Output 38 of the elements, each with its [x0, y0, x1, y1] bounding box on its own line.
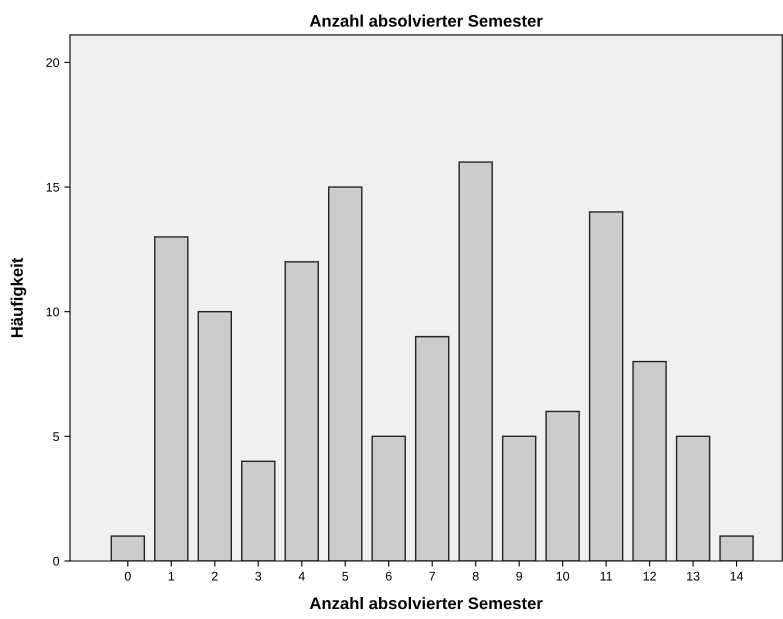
bar	[676, 436, 710, 561]
bar	[632, 360, 667, 561]
x-tick-label: 12	[644, 572, 656, 580]
x-tick-label: 4	[298, 572, 305, 580]
x-tick-label: 5	[342, 572, 348, 581]
bar	[110, 535, 146, 561]
x-axis-title: Anzahl absolvierter Semester	[310, 596, 543, 610]
bar	[502, 436, 536, 561]
x-tick-label: 14	[730, 572, 744, 580]
y-tick-label: 10	[46, 308, 60, 316]
y-axis-title: Häufigkeit	[10, 258, 26, 338]
bar	[545, 410, 580, 561]
y-tick-label: 0	[53, 556, 60, 566]
bar	[588, 211, 624, 561]
x-tick-label: 7	[429, 572, 436, 580]
bar	[241, 460, 276, 561]
bar	[719, 535, 754, 561]
y-tick-label: 15	[46, 182, 60, 192]
y-tick-label: 20	[46, 58, 60, 68]
x-tick-label: 0	[124, 572, 131, 581]
x-tick-label: 2	[212, 572, 218, 580]
bar	[371, 436, 406, 561]
x-tick-label: 8	[472, 572, 479, 581]
bar	[458, 161, 493, 561]
bar	[284, 261, 319, 561]
bar	[414, 336, 450, 561]
x-tick-label: 3	[255, 572, 262, 581]
bar	[198, 311, 232, 561]
x-tick-label: 11	[600, 572, 612, 580]
x-tick-label: 10	[556, 572, 570, 581]
bar	[328, 186, 362, 561]
x-tick-label: 9	[516, 572, 522, 581]
x-tick-label: 13	[687, 572, 700, 581]
x-tick-label: 6	[386, 572, 392, 581]
bar	[154, 236, 189, 561]
x-tick-label: 1	[168, 572, 174, 580]
chart-title: Anzahl absolvierter Semester	[310, 14, 543, 27]
y-tick-label: 5	[53, 432, 60, 441]
